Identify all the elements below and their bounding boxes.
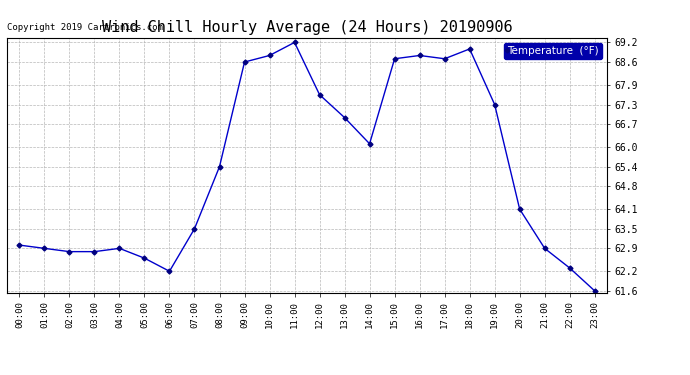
Temperature  (°F) <box>166 269 174 273</box>
Temperature  (°F) <box>391 57 399 61</box>
Temperature  (°F) <box>515 207 524 212</box>
Temperature  (°F) <box>190 226 199 231</box>
Temperature  (°F) <box>415 53 424 58</box>
Temperature  (°F) <box>366 141 374 146</box>
Temperature  (°F) <box>491 102 499 107</box>
Line: Temperature  (°F): Temperature (°F) <box>18 40 596 292</box>
Temperature  (°F) <box>340 116 348 120</box>
Temperature  (°F) <box>466 47 474 51</box>
Title: Wind Chill Hourly Average (24 Hours) 20190906: Wind Chill Hourly Average (24 Hours) 201… <box>101 20 513 35</box>
Temperature  (°F) <box>140 256 148 260</box>
Temperature  (°F) <box>240 60 248 64</box>
Legend: Temperature  (°F): Temperature (°F) <box>504 43 602 59</box>
Text: Copyright 2019 Cartronics.com: Copyright 2019 Cartronics.com <box>7 23 163 32</box>
Temperature  (°F) <box>290 40 299 45</box>
Temperature  (°F) <box>440 57 449 61</box>
Temperature  (°F) <box>15 243 23 248</box>
Temperature  (°F) <box>540 246 549 250</box>
Temperature  (°F) <box>266 53 274 58</box>
Temperature  (°F) <box>591 289 599 293</box>
Temperature  (°F) <box>315 93 324 97</box>
Temperature  (°F) <box>566 266 574 270</box>
Temperature  (°F) <box>215 164 224 169</box>
Temperature  (°F) <box>90 249 99 254</box>
Temperature  (°F) <box>40 246 48 250</box>
Temperature  (°F) <box>115 246 124 250</box>
Temperature  (°F) <box>66 249 74 254</box>
